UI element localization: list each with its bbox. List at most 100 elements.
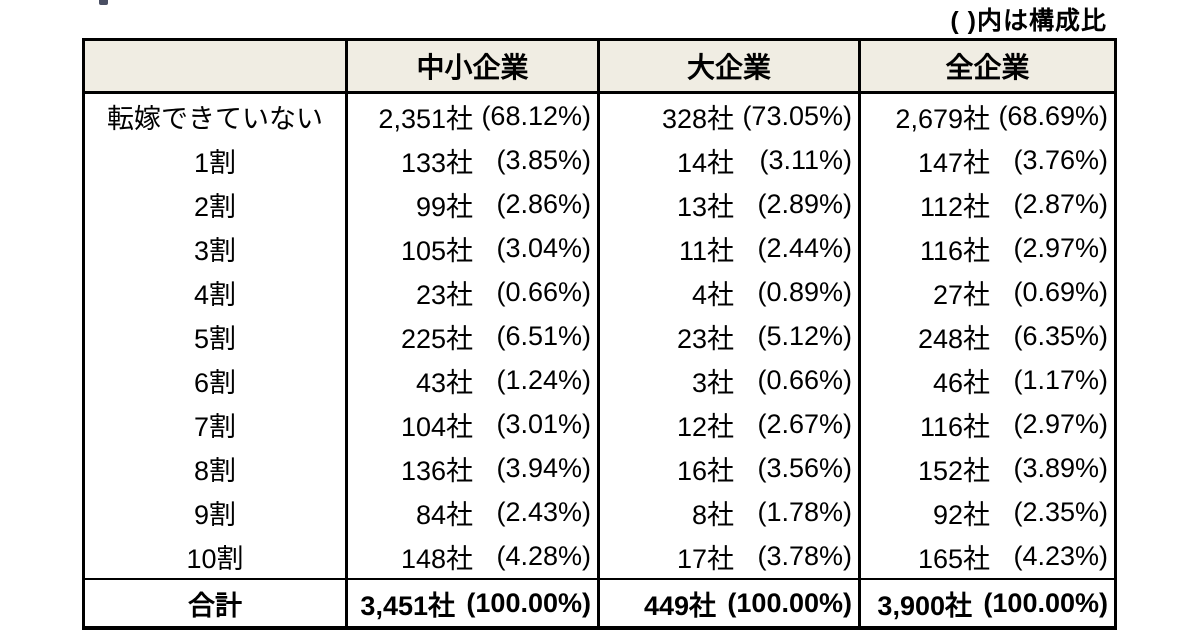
header-sme: 中小企業 [345, 39, 599, 94]
composition-ratio: (3.04%) [496, 232, 591, 263]
company-count: 112社 [919, 191, 990, 222]
header-row: 中小企業 大企業 全企業 [83, 39, 1116, 94]
table-row: 6割 43社 (1.24%) 3社 (0.66%) 46社 (1.17%) [84, 358, 1116, 402]
row-label: 8割 [193, 455, 237, 486]
company-count: 43社 [415, 367, 473, 398]
cropped-text-artifact [99, 0, 108, 5]
company-count: 147社 [917, 147, 990, 178]
data-cell-all: 165社 (4.23%) [858, 534, 1116, 579]
company-count: 16社 [676, 455, 734, 486]
company-count: 27社 [932, 279, 990, 310]
composition-ratio-note: ( )内は構成比 [950, 7, 1107, 35]
company-count: 2,679社 [895, 103, 990, 134]
data-cell-all: 116社 (2.97%) [858, 402, 1116, 446]
data-cell-all: 147社 (3.76%) [858, 138, 1116, 182]
data-cell-all: 92社 (2.35%) [858, 490, 1116, 534]
composition-ratio: (4.28%) [496, 540, 591, 571]
company-count: 2,351社 [378, 103, 473, 134]
table-row: 転嫁できていない 2,351社 (68.12%) 328社 (73.05%) 2,679社… [84, 92, 1116, 138]
table-row: 1割 133社 (3.85%) 14社 (3.11%) 147社 (3.76%) [84, 138, 1116, 182]
header-all: 全企業 [858, 39, 1116, 94]
row-label: 転嫁できていない [107, 103, 323, 134]
composition-ratio: (68.12%) [481, 100, 591, 131]
data-cell-large: 11社 (2.44%) [597, 226, 860, 270]
composition-ratio: (3.85%) [496, 144, 591, 175]
composition-ratio: (6.51%) [496, 320, 591, 351]
company-count: 105社 [400, 235, 473, 266]
data-cell-sme: 43社 (1.24%) [345, 358, 599, 402]
data-cell-all: 27社 (0.69%) [858, 270, 1116, 314]
table-row: 4割 23社 (0.66%) 4社 (0.89%) 27社 (0.69%) [84, 270, 1116, 314]
data-cell-all: 248社 (6.35%) [858, 314, 1116, 358]
row-label: 2割 [193, 191, 237, 222]
company-count: 4社 [691, 279, 734, 310]
composition-ratio: (2.44%) [757, 232, 852, 263]
data-cell-sme: 84社 (2.43%) [345, 490, 599, 534]
data-cell-sme: 136社 (3.94%) [345, 446, 599, 490]
composition-ratio: (0.69%) [1013, 276, 1108, 307]
data-cell-sme: 2,351社 (68.12%) [345, 92, 599, 138]
data-cell-sme: 148社 (4.28%) [345, 534, 599, 579]
row-label: 7割 [193, 411, 237, 442]
company-count: 248社 [917, 323, 990, 354]
data-cell-large: 4社 (0.89%) [597, 270, 860, 314]
composition-ratio: (2.89%) [757, 188, 852, 219]
company-count: 13社 [676, 191, 734, 222]
company-count: 84社 [415, 499, 473, 530]
row-label: 4割 [193, 279, 237, 310]
composition-ratio: (0.66%) [757, 364, 852, 395]
data-cell-large: 23社 (5.12%) [597, 314, 860, 358]
data-cell-large: 449社 (100.00%) [597, 578, 860, 630]
composition-ratio: (73.05%) [742, 100, 852, 131]
composition-ratio: (1.78%) [757, 496, 852, 527]
composition-ratio: (100.00%) [983, 587, 1108, 618]
header-large: 大企業 [597, 39, 860, 94]
company-count: 23社 [676, 323, 734, 354]
data-cell-all: 152社 (3.89%) [858, 446, 1116, 490]
data-cell-all: 2,679社 (68.69%) [858, 92, 1116, 138]
company-count: 3社 [691, 367, 734, 398]
company-count: 46社 [932, 367, 990, 398]
company-count: 133社 [400, 147, 473, 178]
table-row: 7割 104社 (3.01%) 12社 (2.67%) 116社 (2.97%) [84, 402, 1116, 446]
data-cell-large: 3社 (0.66%) [597, 358, 860, 402]
data-cell-sme: 3,451社 (100.00%) [345, 578, 599, 630]
header-empty-cell [83, 39, 347, 94]
data-cell-all: 3,900社 (100.00%) [858, 578, 1116, 630]
data-cell-sme: 104社 (3.01%) [345, 402, 599, 446]
composition-ratio: (1.24%) [496, 364, 591, 395]
composition-ratio: (3.11%) [759, 144, 852, 175]
table-row: 9割 84社 (2.43%) 8社 (1.78%) 92社 (2.35%) [84, 490, 1116, 534]
data-cell-large: 328社 (73.05%) [597, 92, 860, 138]
row-label: 合計 [83, 578, 347, 630]
price-pass-through-table: 中小企業 大企業 全企業 転嫁できていない 2,351社 (68.12%) 328社 (… [82, 38, 1117, 630]
table-row: 10割 148社 (4.28%) 17社 (3.78%) 165社 (4.23%) [84, 534, 1116, 579]
company-count: 3,900社 [877, 590, 972, 621]
data-cell-large: 13社 (2.89%) [597, 182, 860, 226]
company-count: 104社 [400, 411, 473, 442]
company-count: 449社 [643, 590, 716, 621]
composition-ratio: (2.35%) [1013, 496, 1108, 527]
composition-ratio: (3.78%) [757, 540, 852, 571]
row-label: 3割 [193, 235, 237, 266]
composition-ratio: (3.94%) [496, 452, 591, 483]
company-count: 116社 [919, 235, 990, 266]
composition-ratio: (5.12%) [757, 320, 852, 351]
data-cell-large: 17社 (3.78%) [597, 534, 860, 579]
company-count: 8社 [691, 499, 734, 530]
data-cell-all: 46社 (1.17%) [858, 358, 1116, 402]
data-cell-large: 12社 (2.67%) [597, 402, 860, 446]
table-row: 3割 105社 (3.04%) 11社 (2.44%) 116社 (2.97%) [84, 226, 1116, 270]
composition-ratio: (2.97%) [1013, 232, 1108, 263]
data-cell-sme: 23社 (0.66%) [345, 270, 599, 314]
total-row: 合計 3,451社 (100.00%) 449社 (100.00%) 3,900社 (100… [83, 578, 1116, 630]
composition-ratio: (2.86%) [496, 188, 591, 219]
table-row: 8割 136社 (3.94%) 16社 (3.56%) 152社 (3.89%) [84, 446, 1116, 490]
composition-ratio: (3.89%) [1013, 452, 1108, 483]
data-cell-large: 16社 (3.56%) [597, 446, 860, 490]
composition-ratio: (3.01%) [496, 408, 591, 439]
company-count: 225社 [400, 323, 473, 354]
data-cell-all: 112社 (2.87%) [858, 182, 1116, 226]
row-label: 1割 [193, 147, 237, 178]
